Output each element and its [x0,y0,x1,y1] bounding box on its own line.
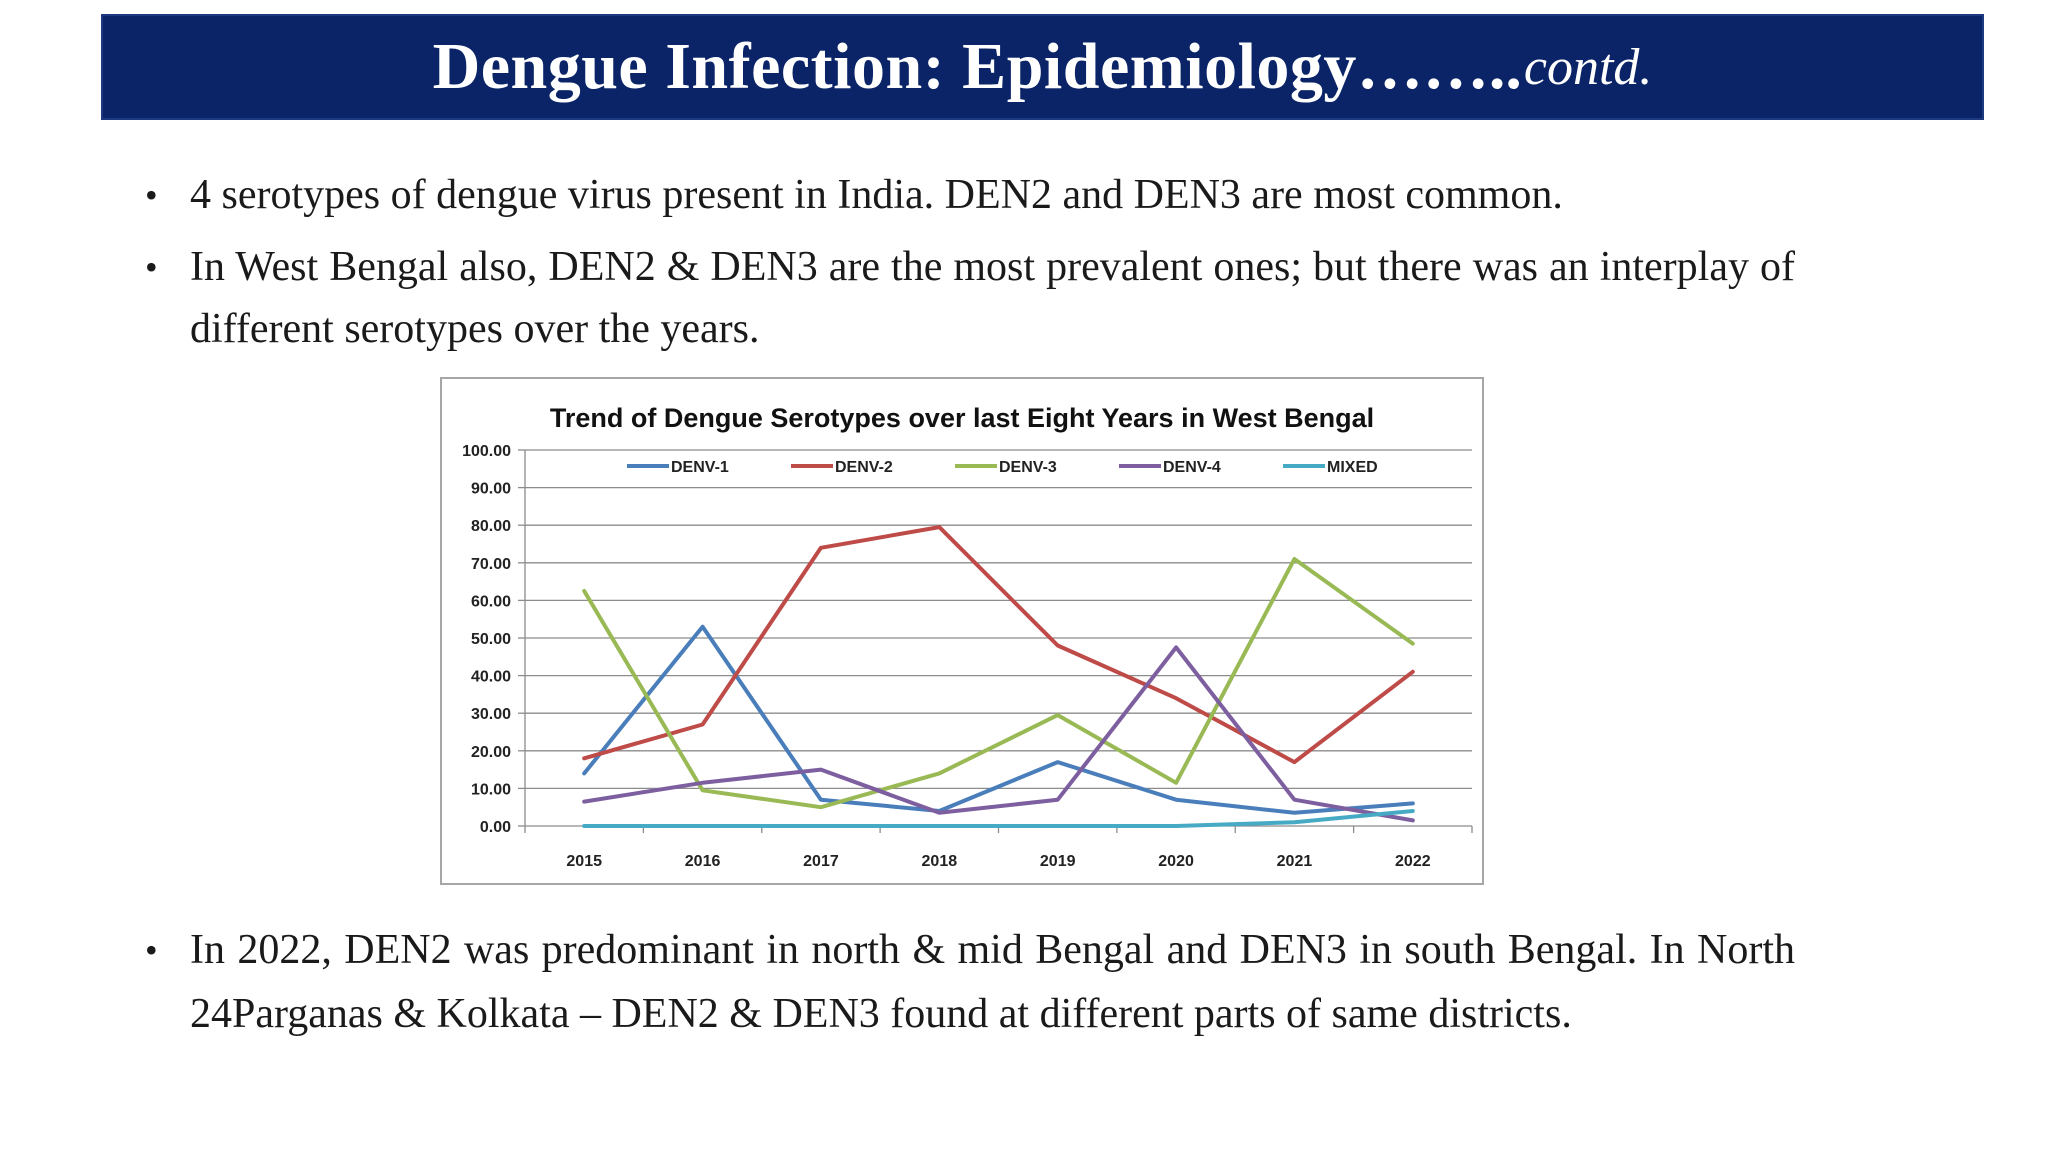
bullet-marker: • [145,930,158,970]
slide-title: Dengue Infection: Epidemiology [432,30,1357,103]
y-tick-label: 50.00 [471,631,511,648]
x-tick-label: 2020 [1158,853,1194,870]
x-tick-label: 2017 [803,853,839,870]
series-line-mixed [582,809,1415,828]
x-tick-label: 2018 [922,853,958,870]
y-tick-label: 20.00 [471,744,511,761]
x-tick-label: 2019 [1040,853,1076,870]
bullet-text: 4 serotypes of dengue virus present in I… [190,172,1563,218]
y-tick-label: 40.00 [471,669,511,686]
bullet-marker: • [145,247,158,287]
legend-label: DENV-1 [671,459,729,476]
y-tick-label: 60.00 [471,593,511,610]
slide-title-dots: …….. [1356,30,1522,103]
bullet-marker: • [145,175,158,215]
line-chart: Trend of Dengue Serotypes over last Eigh… [440,377,1484,885]
x-tick-label: 2015 [566,853,602,870]
slide-title-contd: contd. [1523,38,1653,96]
series-line-denv-3 [582,557,1415,810]
x-tick-label: 2021 [1277,853,1313,870]
series-line-denv-1 [582,624,1415,815]
x-tick-label: 2022 [1395,853,1431,870]
bullet-text: In 2022, DEN2 was predominant in north &… [190,927,1795,1037]
y-tick-label: 0.00 [480,819,511,836]
legend-label: DENV-3 [999,459,1057,476]
y-tick-label: 100.00 [462,443,511,460]
bullet-item: • 4 serotypes of dengue virus present in… [145,164,1795,226]
y-tick-label: 10.00 [471,781,511,798]
slide-title-bar: Dengue Infection: Epidemiology…….. contd. [101,14,1984,120]
legend-label: DENV-2 [835,459,893,476]
x-tick-label: 2016 [685,853,721,870]
legend-label: MIXED [1327,459,1378,476]
chart-svg: Trend of Dengue Serotypes over last Eigh… [462,403,1473,870]
bullet-item: • In 2022, DEN2 was predominant in north… [145,918,1795,1046]
series-line-denv-4 [582,645,1415,823]
y-tick-label: 90.00 [471,481,511,498]
bullet-text: In West Bengal also, DEN2 & DEN3 are the… [190,244,1795,352]
legend-label: DENV-4 [1163,459,1221,476]
series-line-denv-2 [582,525,1415,765]
chart-title: Trend of Dengue Serotypes over last Eigh… [550,403,1374,433]
bullet-item: • In West Bengal also, DEN2 & DEN3 are t… [145,236,1795,360]
y-tick-label: 80.00 [471,518,511,535]
y-tick-label: 30.00 [471,706,511,723]
y-tick-label: 70.00 [471,556,511,573]
